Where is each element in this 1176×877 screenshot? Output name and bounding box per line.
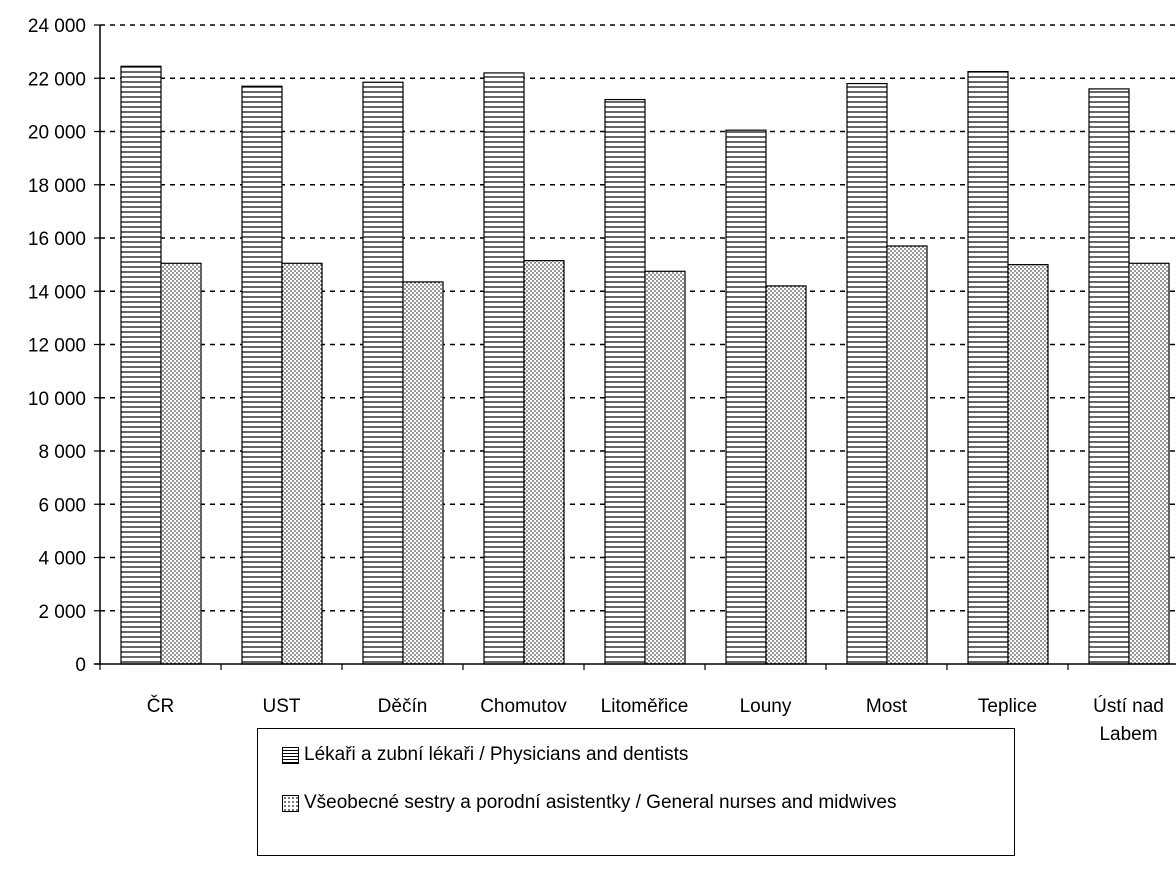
bar-nurses (402, 281, 444, 665)
legend-swatch-physicians (282, 746, 299, 764)
y-tick-label: 22 000 (28, 69, 86, 90)
y-axis-tick-labels: 0 2 000 4 000 6 000 8 000 10 000 12 000 14 000 1… (28, 16, 86, 676)
axes (94, 24, 1176, 670)
y-tick-label: 12 000 (28, 336, 86, 357)
y-tick-label: 0 (75, 655, 86, 676)
x-category-label: Louny (740, 696, 792, 717)
y-tick-label: 6 000 (38, 495, 86, 516)
legend-swatch-nurses (282, 794, 299, 812)
bar-nurses (1128, 262, 1170, 665)
legend-label-physicians: Lékaři a zubní lékaři / Physicians and d… (304, 744, 689, 765)
bar-nurses (1007, 264, 1049, 665)
y-tick-label: 14 000 (28, 282, 86, 303)
bar-nurses (281, 262, 323, 665)
bar-nurses (523, 260, 565, 665)
bar-physicians (483, 72, 525, 665)
y-tick-label: 20 000 (28, 123, 86, 144)
x-category-label: UST (263, 696, 301, 717)
x-category-label: Most (866, 696, 908, 717)
bar-physicians (846, 82, 888, 665)
bar-physicians (241, 85, 283, 665)
y-tick-label: 10 000 (28, 389, 86, 410)
x-category-label: Ústí nad Labem (1093, 695, 1164, 745)
bar-nurses (886, 245, 928, 665)
x-category-label: ČR (147, 695, 174, 717)
bar-physicians (120, 65, 162, 665)
x-axis-category-labels: ČR UST Děčín Chomutov Litoměřice Louny Most Tep… (147, 695, 1164, 745)
bar-physicians (362, 81, 404, 665)
legend-item-physicians: Lékaři a zubní lékaři / Physicians and d… (282, 743, 688, 767)
x-category-label: Děčín (378, 696, 428, 717)
y-tick-label: 4 000 (38, 549, 86, 570)
bar-physicians (1088, 88, 1130, 665)
y-tick-label: 2 000 (38, 602, 86, 623)
chart-legend: Lékaři a zubní lékaři / Physicians and d… (257, 728, 1015, 856)
bars (120, 65, 1170, 665)
y-tick-label: 16 000 (28, 229, 86, 250)
y-tick-label: 18 000 (28, 176, 86, 197)
legend-item-nurses: Všeobecné sestry a porodní asistentky / … (282, 791, 896, 815)
bar-physicians (967, 70, 1009, 665)
x-category-label: Chomutov (480, 696, 567, 717)
y-tick-label: 8 000 (38, 442, 86, 463)
bar-nurses (765, 285, 807, 665)
bar-nurses (160, 262, 202, 665)
bar-nurses (644, 270, 686, 665)
bar-physicians (604, 98, 646, 665)
x-category-label: Litoměřice (601, 696, 689, 717)
x-category-label: Teplice (978, 696, 1037, 717)
legend-label-nurses: Všeobecné sestry a porodní asistentky / … (304, 792, 897, 813)
bar-physicians (725, 129, 767, 665)
y-tick-label: 24 000 (28, 16, 86, 37)
